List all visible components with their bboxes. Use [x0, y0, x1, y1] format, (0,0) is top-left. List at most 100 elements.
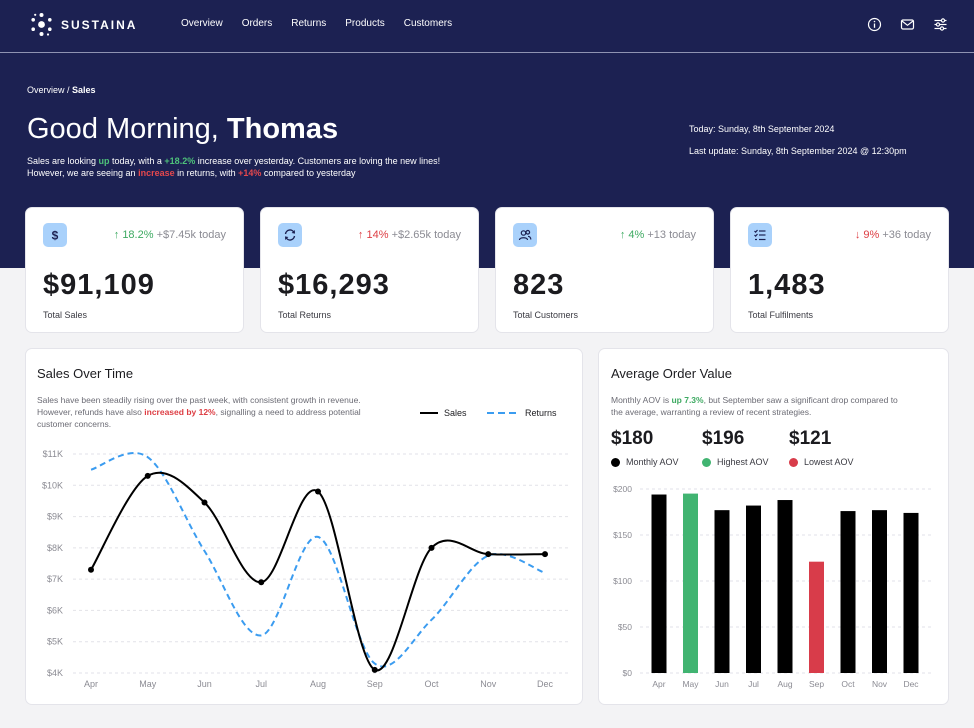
- kpi-delta: ↑ 18.2% +$7.45k today: [114, 229, 226, 241]
- aov-bar: [714, 510, 730, 673]
- sales-series-line: [90, 471, 546, 671]
- nav-orders[interactable]: Orders: [241, 18, 273, 29]
- x-tick-label: Dec: [903, 679, 919, 689]
- aov-bar: [777, 500, 793, 673]
- y-tick-label: $100: [613, 576, 632, 586]
- aov-legend-lowest: Lowest AOV: [789, 457, 854, 467]
- aov-bar: [809, 561, 824, 673]
- delta-extra: +$7.45k today: [156, 229, 226, 241]
- sales-data-point: [485, 551, 492, 558]
- info-icon[interactable]: [867, 17, 882, 32]
- x-tick-label: Oct: [841, 679, 855, 689]
- x-tick-label: Sep: [367, 679, 383, 689]
- summary-line-2: However, we are seeing an increase in re…: [27, 168, 355, 178]
- kpi-card-total-returns[interactable]: ↑ 14% +$2.65k today $16,293 Total Return…: [260, 207, 479, 333]
- sales-data-point: [88, 566, 94, 573]
- breadcrumb-parent[interactable]: Overview: [27, 85, 65, 95]
- kpi-label: Total Sales: [43, 310, 88, 320]
- delta-arrow-up: ↑: [357, 229, 364, 241]
- aov-bar-chart: $0 $50 $100 $150 $200 Apr May Jun Jul Aug Sep Oct No…: [613, 484, 932, 689]
- legend-returns-label: Returns: [525, 408, 557, 418]
- delta-pct: 18.2%: [122, 229, 154, 241]
- summary-highlight-up: up: [98, 156, 110, 166]
- x-tick-label: Jun: [715, 679, 729, 689]
- aov-monthly-value: $180: [611, 428, 654, 449]
- aov-lowest-value: $121: [789, 428, 832, 449]
- x-tick-label: Sep: [809, 679, 824, 689]
- kpi-label: Total Fulfilments: [748, 310, 814, 320]
- x-tick-label: May: [682, 679, 699, 689]
- kpi-card-total-fulfilments[interactable]: ↓ 9% +36 today 1,483 Total Fulfilments: [730, 207, 949, 333]
- x-tick-label: Aug: [777, 679, 792, 689]
- summary-text: in returns, with: [174, 168, 239, 178]
- desc-line: customer concerns.: [37, 419, 112, 429]
- nav-overview[interactable]: Overview: [181, 18, 223, 29]
- y-tick-label: $5K: [47, 637, 63, 647]
- delta-pct: 14%: [366, 229, 389, 241]
- y-tick-label: $11K: [43, 449, 63, 459]
- aov-bar: [746, 505, 761, 673]
- desc-line: Sales have been steadily rising over the…: [37, 395, 361, 405]
- desc-line: However, refunds have also increased by …: [37, 406, 361, 418]
- sales-card-title: Sales Over Time: [37, 366, 134, 381]
- y-tick-label: $10K: [42, 480, 63, 490]
- aov-bar: [840, 511, 856, 673]
- brand-logo[interactable]: SUSTAINA: [30, 12, 137, 37]
- summary-highlight-returns-pct: +14%: [238, 168, 262, 178]
- sales-data-point: [542, 551, 548, 558]
- aov-highest-value: $196: [702, 428, 745, 449]
- desc-line: Monthly AOV is up 7.3%, but September sa…: [611, 394, 898, 406]
- x-tick-label: Nov: [872, 679, 888, 689]
- delta-pct: 4%: [628, 229, 645, 241]
- sales-card-description: Sales have been steadily rising over the…: [37, 394, 361, 430]
- legend-sales: Sales: [420, 408, 467, 418]
- legend-dot: [611, 457, 620, 467]
- aov-bar: [872, 510, 887, 673]
- x-tick-label: Jun: [197, 679, 212, 689]
- nav-returns[interactable]: Returns: [291, 18, 327, 29]
- kpi-card-total-customers[interactable]: ↑ 4% +13 today 823 Total Customers: [495, 207, 714, 333]
- aov-bar: [903, 512, 919, 673]
- delta-extra: +$2.65k today: [391, 229, 461, 241]
- summary-highlight-increase: increase: [138, 168, 175, 178]
- kpi-delta: ↑ 14% +$2.65k today: [358, 229, 461, 241]
- desc-text: Monthly AOV is: [611, 395, 672, 405]
- x-tick-label: Jul: [255, 679, 267, 689]
- summary-highlight-sales-pct: +18.2%: [164, 156, 196, 166]
- y-tick-label: $9K: [47, 512, 63, 522]
- delta-arrow-up: ↑: [113, 229, 120, 241]
- sales-over-time-card: [25, 348, 583, 705]
- nav-products[interactable]: Products: [345, 18, 385, 29]
- sliders-icon[interactable]: [933, 17, 948, 32]
- top-navbar: SUSTAINA Overview Orders Returns Product…: [0, 0, 974, 53]
- nav-customers[interactable]: Customers: [403, 18, 453, 29]
- x-tick-label: Jul: [748, 679, 759, 689]
- aov-bar: [683, 493, 698, 673]
- summary-text: today, with a: [109, 156, 165, 166]
- delta-extra: +36 today: [882, 229, 931, 241]
- mail-icon[interactable]: [900, 17, 915, 32]
- desc-text: However, refunds have also: [37, 407, 145, 417]
- greeting-prefix: Good Morning,: [27, 113, 227, 145]
- page-greeting: Good Morning, Thomas: [27, 113, 338, 146]
- kpi-label: Total Customers: [513, 310, 579, 320]
- desc-text: , signalling a need to address potential: [215, 407, 361, 417]
- x-tick-label: Nov: [480, 679, 497, 689]
- kpi-value: $16,293: [278, 269, 390, 301]
- returns-series-line: [90, 452, 546, 668]
- summary-text: increase over yesterday. Customers are l…: [195, 156, 441, 166]
- aov-card-description: Monthly AOV is up 7.3%, but September sa…: [611, 394, 898, 418]
- refresh-icon: [278, 223, 302, 247]
- legend-dot: [702, 457, 711, 467]
- x-tick-label: Aug: [310, 679, 326, 689]
- summary-text: However, we are seeing an: [27, 168, 139, 178]
- today-date: Today: Sunday, 8th September 2024: [689, 124, 835, 134]
- sales-data-point: [258, 579, 265, 586]
- sales-data-point: [315, 488, 321, 495]
- x-tick-label: Apr: [84, 679, 98, 689]
- delta-pct: 9%: [863, 229, 880, 241]
- kpi-card-total-sales[interactable]: $ ↑ 18.2% +$7.45k today $91,109 Total Sa…: [25, 207, 244, 333]
- delta-arrow-up: ↑: [619, 229, 626, 241]
- x-tick-label: Apr: [652, 679, 665, 689]
- x-tick-label: May: [139, 679, 157, 689]
